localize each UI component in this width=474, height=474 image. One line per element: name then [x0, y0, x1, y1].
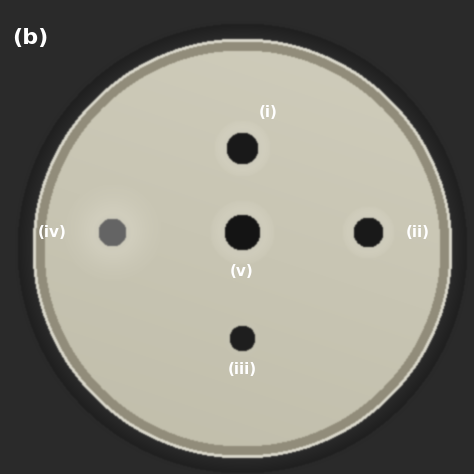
Text: (ii): (ii) — [406, 225, 430, 239]
Text: (b): (b) — [12, 28, 48, 48]
Text: (v): (v) — [230, 264, 254, 280]
Text: (i): (i) — [258, 104, 277, 119]
Text: (iv): (iv) — [37, 225, 66, 239]
Text: (iii): (iii) — [228, 363, 256, 377]
